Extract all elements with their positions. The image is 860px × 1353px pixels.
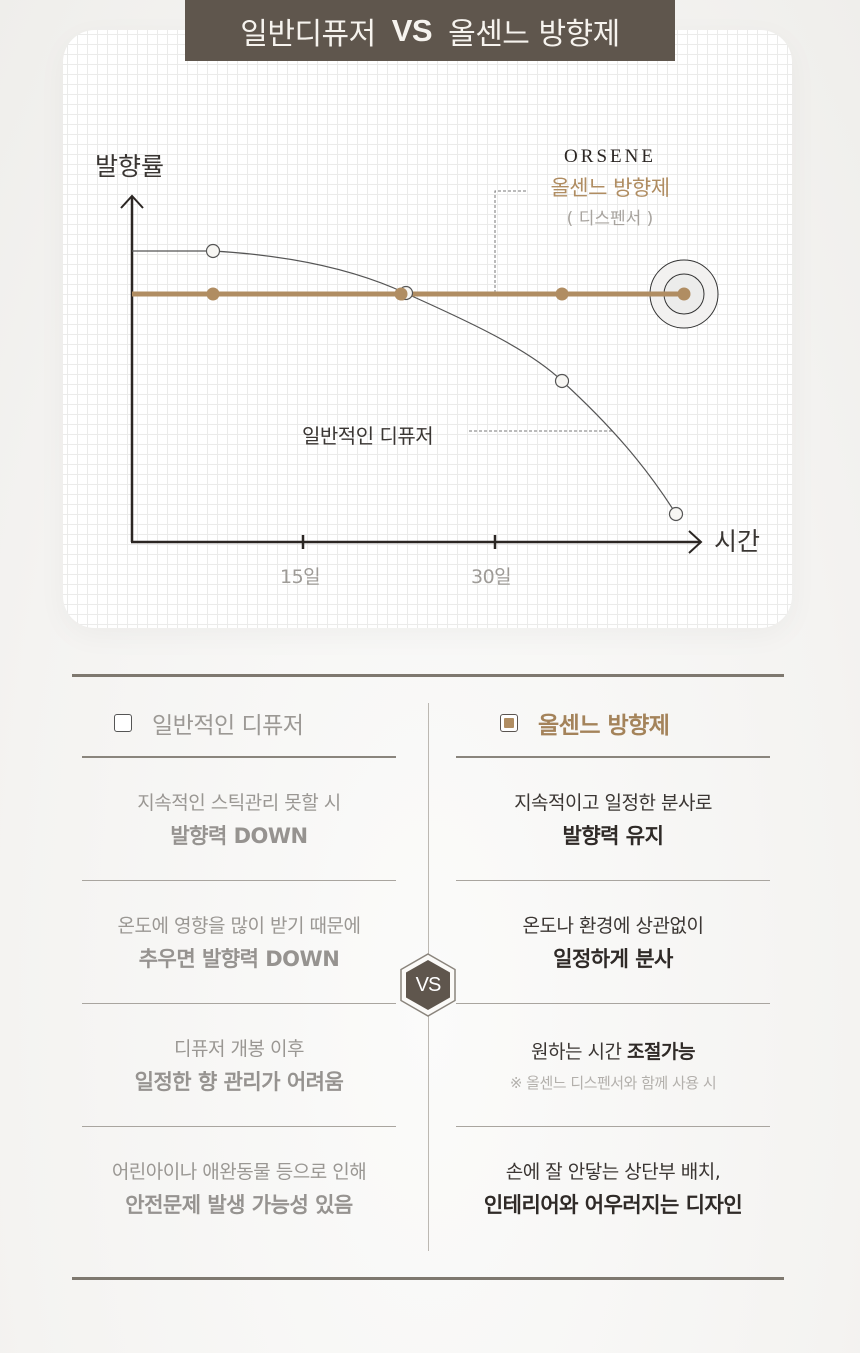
row-divider	[456, 1126, 770, 1127]
y-axis-label: 발향률	[95, 152, 165, 181]
comparison-row: 지속적이고 일정한 분사로 발향력 유지	[456, 758, 770, 880]
comparison-column-diffuser: 일반적인 디퓨저 지속적인 스틱관리 못할 시 발향력 DOWN 온도에 영향을…	[82, 690, 396, 1249]
row-text: 온도나 환경에 상관없이	[522, 915, 704, 937]
comparison-row: 손에 잘 안닿는 상단부 배치, 인테리어와 어우러지는 디자인	[456, 1127, 770, 1249]
title-banner: 일반디퓨저 VS 올센느 방향제	[185, 0, 675, 61]
row-text: 지속적이고 일정한 분사로	[514, 792, 712, 814]
diffuser-curve	[132, 250, 677, 515]
row-text: 디퓨저 개봉 이후	[174, 1038, 304, 1060]
diffuser-series-label: 일반적인 디퓨저	[302, 424, 434, 448]
checked-box-icon	[500, 714, 518, 732]
chart-plot	[120, 190, 719, 554]
brand-series-name: 올센느 방향제	[550, 176, 670, 200]
comparison-row: 어린아이나 애완동물 등으로 인해 안전문제 발생 가능성 있음	[82, 1127, 396, 1249]
row-text-prefix: 원하는 시간	[531, 1041, 628, 1063]
row-text-bold: 조절가능	[627, 1041, 695, 1063]
vs-badge: VS	[399, 953, 457, 1017]
brand-series-sub: ( 디스펜서 )	[566, 209, 654, 229]
row-divider	[456, 880, 770, 881]
axes	[120, 194, 703, 554]
column-title: 일반적인 디퓨저	[152, 713, 304, 739]
row-emphasis: 발향력 유지	[562, 824, 664, 848]
brand-legend: ORSENE 올센느 방향제 ( 디스펜서 )	[520, 146, 700, 229]
comparison-row: 온도나 환경에 상관없이 일정하게 분사	[456, 881, 770, 1003]
title-vs: VS	[391, 12, 433, 48]
row-text: 어린아이나 애완동물 등으로 인해	[111, 1161, 367, 1183]
row-emphasis: 인테리어와 어우러지는 디자인	[483, 1193, 743, 1217]
title-right: 올센느 방향제	[448, 16, 620, 52]
brand-leader-line	[494, 190, 526, 293]
row-emphasis: 일정하게 분사	[553, 947, 673, 971]
row-text: 온도에 영향을 많이 받기 때문에	[117, 915, 361, 937]
comparison-row: 지속적인 스틱관리 못할 시 발향력 DOWN	[82, 758, 396, 880]
row-text: 손에 잘 안닿는 상단부 배치,	[505, 1161, 721, 1183]
comparison-row: 온도에 영향을 많이 받기 때문에 추우면 발향력 DOWN	[82, 881, 396, 1003]
header-rule	[82, 756, 396, 758]
x-tick-30: 30일	[471, 566, 512, 588]
table-bottom-rule	[72, 1277, 784, 1280]
comparison-row: 디퓨저 개봉 이후 일정한 향 관리가 어려움	[82, 1004, 396, 1126]
column-title: 올센느 방향제	[538, 713, 670, 739]
row-divider	[82, 1003, 396, 1004]
row-text: 지속적인 스틱관리 못할 시	[137, 792, 341, 814]
row-emphasis: 안전문제 발생 가능성 있음	[125, 1193, 353, 1217]
row-footnote: ※ 올센느 디스펜서와 함께 사용 시	[509, 1074, 717, 1092]
unchecked-box-icon	[114, 714, 132, 732]
title-left: 일반디퓨저	[240, 16, 376, 52]
brand-logo: ORSENE	[564, 146, 656, 167]
row-emphasis: 일정한 향 관리가 어려움	[134, 1070, 344, 1094]
column-header-orsene: 올센느 방향제	[456, 690, 770, 756]
row-divider	[456, 1003, 770, 1004]
vs-badge-label: VS	[415, 973, 442, 996]
hexagon-icon	[400, 953, 456, 1017]
comparison-row: 원하는 시간 조절가능 ※ 올센느 디스펜서와 함께 사용 시	[456, 1004, 770, 1126]
row-emphasis: 발향력 DOWN	[170, 824, 308, 848]
row-divider	[82, 1126, 396, 1127]
chart-card	[63, 30, 792, 628]
header-rule	[456, 756, 770, 758]
row-text: 원하는 시간 조절가능	[531, 1037, 695, 1064]
row-divider	[82, 880, 396, 881]
comparison-column-orsene: 올센느 방향제 지속적이고 일정한 분사로 발향력 유지 온도나 환경에 상관없…	[456, 690, 770, 1249]
table-top-rule	[72, 674, 784, 677]
row-emphasis: 추우면 발향력 DOWN	[138, 947, 340, 971]
column-header-diffuser: 일반적인 디퓨저	[82, 690, 396, 756]
x-tick-15: 15일	[280, 566, 321, 588]
diffuser-markers	[205, 243, 684, 522]
x-axis-label: 시간	[714, 527, 761, 556]
